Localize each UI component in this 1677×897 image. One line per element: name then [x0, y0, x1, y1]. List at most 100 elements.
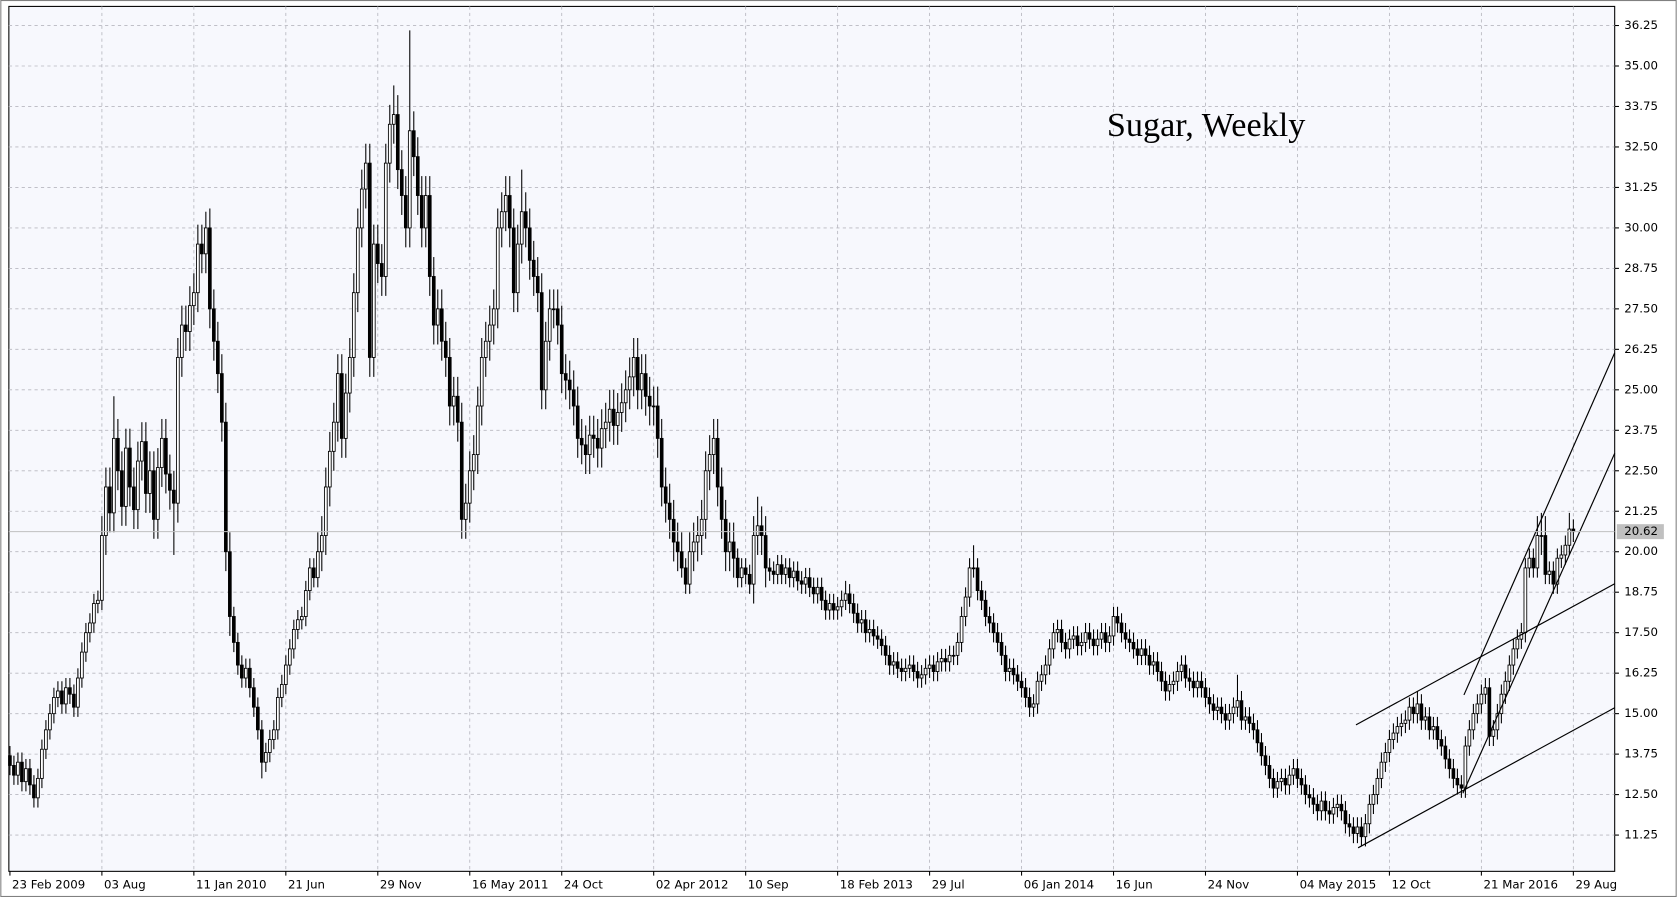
candle-body	[311, 567, 316, 579]
candle-body	[136, 460, 140, 511]
candle-body	[703, 470, 708, 520]
candle-body	[228, 551, 232, 617]
candle-body	[327, 450, 332, 488]
candle-body	[387, 123, 392, 164]
candle-body	[587, 434, 592, 456]
candle-body	[519, 211, 524, 245]
candle-body	[899, 667, 904, 672]
candle-body	[715, 437, 720, 488]
candle-body	[535, 276, 540, 294]
candle-body	[415, 156, 420, 196]
candle-body	[595, 437, 600, 449]
candle-body	[471, 454, 476, 472]
candle-body	[467, 470, 472, 504]
candle-body	[1243, 716, 1248, 721]
candle-body	[399, 169, 404, 196]
candle-body	[1319, 800, 1324, 812]
candle-body	[631, 357, 636, 378]
candle-body	[551, 308, 556, 311]
candle-body	[276, 697, 280, 731]
candle-body	[795, 570, 800, 582]
trend-line	[1462, 453, 1616, 794]
candle-body	[1227, 713, 1232, 721]
candle-body	[1467, 729, 1472, 747]
candle-body	[675, 541, 680, 553]
candle-body	[367, 162, 372, 358]
candle-body	[124, 447, 128, 507]
candle-body	[799, 580, 804, 585]
candle-body	[647, 395, 652, 407]
candle-body	[903, 667, 908, 672]
candle-body	[967, 567, 972, 598]
candle-body	[611, 408, 616, 426]
candle-body	[663, 486, 668, 504]
candle-body	[1019, 680, 1024, 689]
candle-body	[8, 755, 12, 766]
candle-body	[1363, 823, 1368, 838]
candle-body	[591, 434, 596, 439]
candle-body	[431, 276, 436, 326]
candle-body	[1143, 648, 1148, 656]
candle-body	[395, 114, 400, 171]
candle-body	[495, 227, 500, 310]
candle-body	[879, 638, 884, 647]
candle-body	[699, 518, 704, 536]
candle-body	[160, 437, 164, 468]
candle-body	[1215, 706, 1220, 711]
candle-body	[1399, 722, 1404, 728]
candle-body	[76, 677, 80, 708]
candle-body	[1475, 703, 1480, 715]
candle-body	[667, 502, 672, 520]
candle-body	[451, 395, 456, 407]
candle-body	[240, 664, 244, 679]
candle-body	[603, 421, 608, 430]
candle-body	[803, 577, 808, 585]
candle-body	[455, 395, 460, 423]
candle-body	[763, 535, 768, 569]
candle-body	[895, 661, 900, 669]
candle-body	[1263, 755, 1268, 766]
candle-body	[1067, 638, 1072, 650]
candle-body	[683, 567, 688, 585]
candle-body	[1383, 752, 1388, 763]
candle-body	[487, 324, 492, 342]
candle-body	[1247, 716, 1252, 724]
candle-body	[807, 577, 812, 588]
candle-body	[1003, 654, 1008, 672]
candle-body	[935, 661, 940, 672]
candle-body	[1127, 638, 1132, 643]
candle-body	[623, 389, 628, 404]
candle-body	[1147, 654, 1152, 666]
candle-body	[1559, 554, 1564, 559]
y-tick-label: 27.50	[1624, 301, 1658, 315]
y-tick-label: 13.75	[1624, 747, 1658, 761]
candle-body	[16, 761, 20, 776]
candle-body	[531, 259, 536, 277]
candle-body	[1459, 784, 1464, 789]
candle-body	[739, 567, 744, 579]
candle-body	[1387, 739, 1392, 753]
candle-body	[1535, 535, 1540, 569]
y-tick-label: 22.50	[1624, 463, 1658, 477]
candle-body	[1123, 632, 1128, 640]
candle-body	[859, 619, 864, 624]
candle-body	[1231, 706, 1236, 715]
candle-body	[499, 211, 504, 229]
candle-body	[575, 405, 580, 439]
candle-body	[1251, 722, 1256, 731]
x-tick-label: 29 Jul	[932, 878, 965, 892]
candle-body	[1543, 535, 1548, 575]
candle-body	[527, 227, 532, 261]
candle-body	[1195, 680, 1200, 689]
candle-body	[192, 292, 196, 307]
candle-body	[319, 535, 324, 553]
candle-body	[559, 324, 564, 375]
candle-body	[1539, 535, 1544, 537]
x-tick-label: 16 Jun	[1116, 878, 1153, 892]
candle-body	[1191, 680, 1196, 689]
x-tick-label: 16 May 2011	[472, 878, 549, 892]
candle-body	[479, 357, 484, 407]
candle-body	[1063, 641, 1068, 650]
candle-body	[108, 486, 112, 514]
